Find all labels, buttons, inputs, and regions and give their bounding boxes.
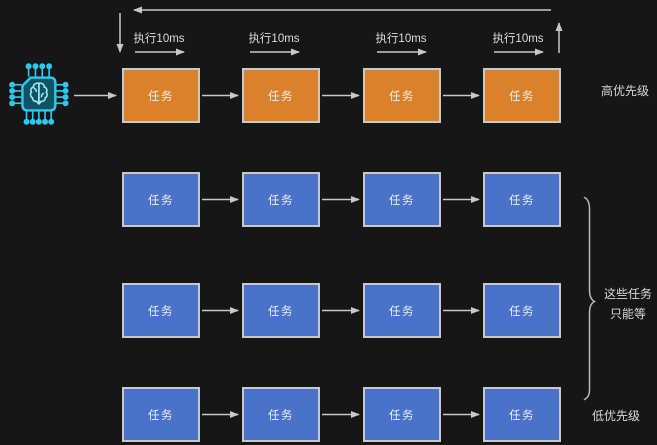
- exec-10ms-label: 执行10ms: [248, 33, 300, 45]
- task-box-waiting-queue-1: 任务: [483, 172, 561, 227]
- label-tasks-must-wait: 这些任务 只能等: [594, 284, 657, 324]
- exec-10ms-label: 执行10ms: [492, 33, 544, 45]
- task-box-waiting-queue-2: 任务: [122, 283, 200, 338]
- task-box-low-priority-queue: 任务: [242, 387, 320, 442]
- task-box-high-priority-queue: 任务: [242, 68, 320, 123]
- task-box-low-priority-queue: 任务: [483, 387, 561, 442]
- cpu-brain-chip-icon: [6, 56, 82, 132]
- exec-10ms-label: 执行10ms: [375, 33, 427, 45]
- task-box-high-priority-queue: 任务: [483, 68, 561, 123]
- task-box-low-priority-queue: 任务: [122, 387, 200, 442]
- task-box-high-priority-queue: 任务: [122, 68, 200, 123]
- task-box-waiting-queue-1: 任务: [122, 172, 200, 227]
- task-box-waiting-queue-2: 任务: [242, 283, 320, 338]
- grouping-brace: [583, 196, 597, 401]
- exec-10ms-label: 执行10ms: [133, 33, 185, 45]
- label-high-priority: 高优先级: [601, 84, 650, 98]
- task-box-waiting-queue-1: 任务: [363, 172, 441, 227]
- task-box-low-priority-queue: 任务: [363, 387, 441, 442]
- task-box-waiting-queue-1: 任务: [242, 172, 320, 227]
- brain-icon: [29, 82, 48, 105]
- task-box-waiting-queue-2: 任务: [483, 283, 561, 338]
- task-box-high-priority-queue: 任务: [363, 68, 441, 123]
- label-tasks-must-wait-line1: 这些任务: [603, 287, 652, 301]
- label-tasks-must-wait-line2: 只能等: [609, 307, 646, 321]
- label-low-priority: 低优先级: [592, 409, 641, 423]
- task-box-waiting-queue-2: 任务: [363, 283, 441, 338]
- chip-pins: [9, 63, 69, 125]
